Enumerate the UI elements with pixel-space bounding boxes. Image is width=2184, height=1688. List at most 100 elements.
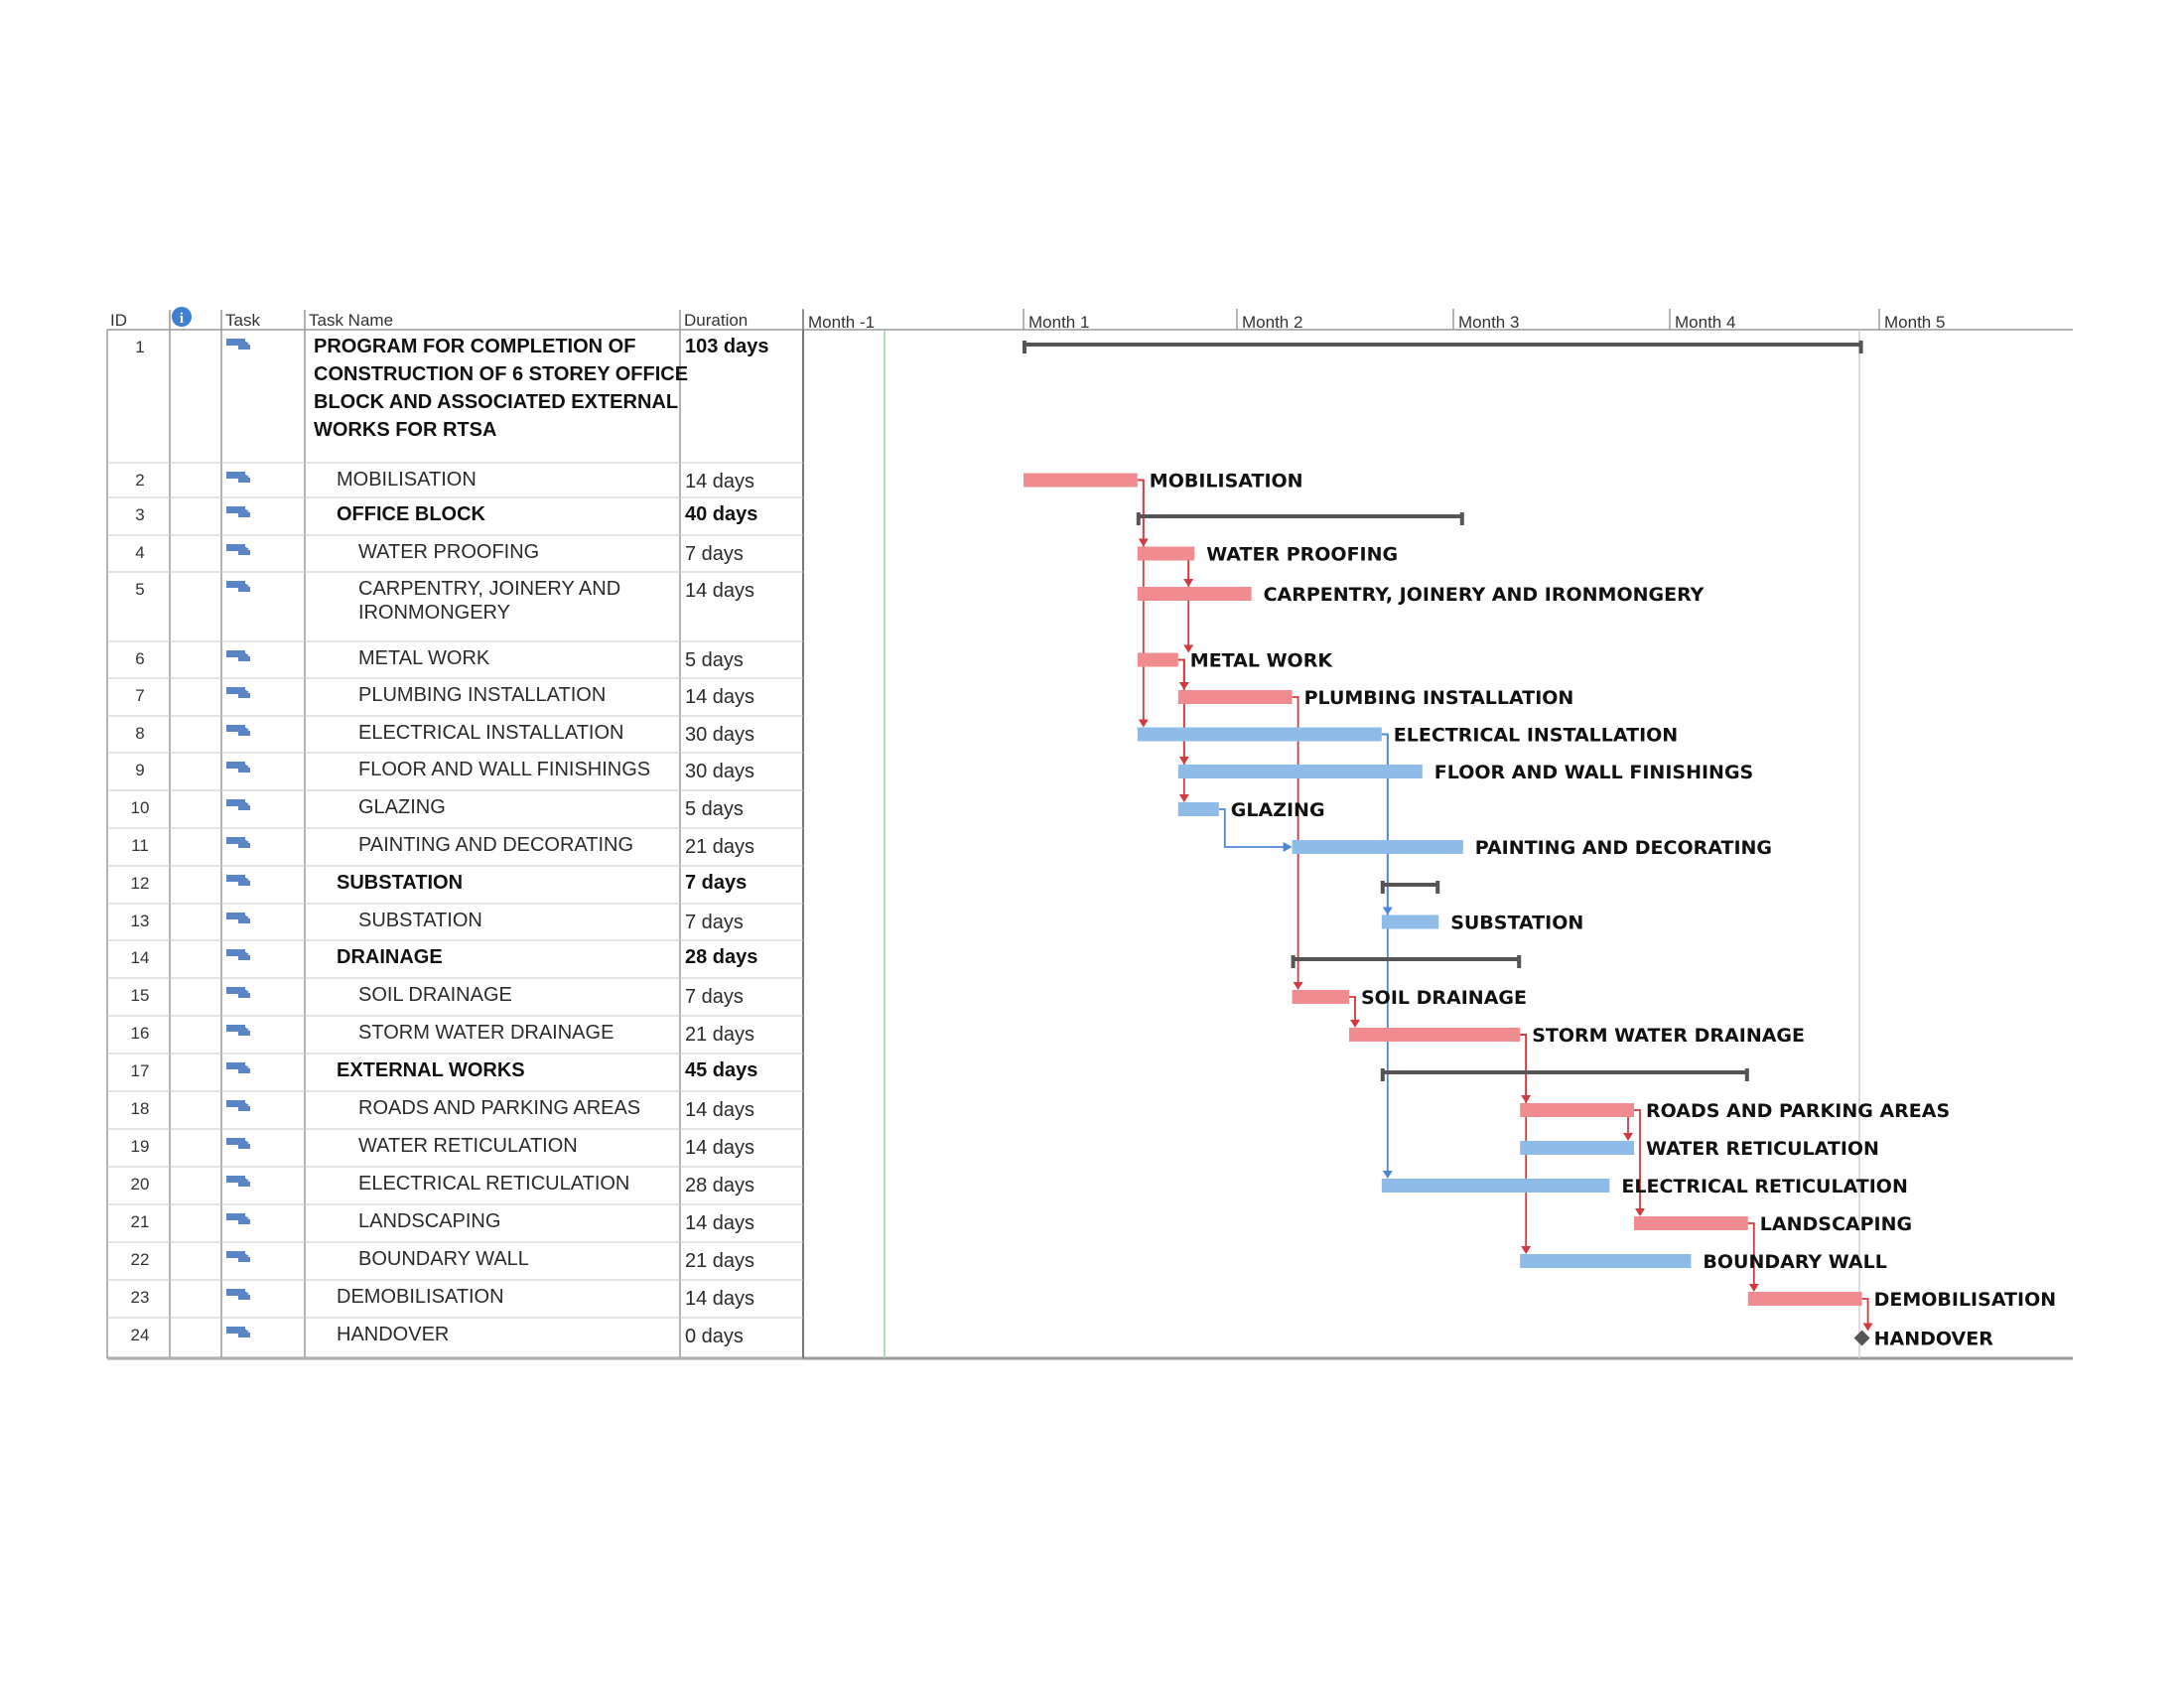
timescale-label: Month -1 <box>808 313 875 332</box>
task-bar[interactable] <box>1520 1254 1692 1268</box>
timescale-label: Month 3 <box>1458 313 1519 332</box>
bar-label: ELECTRICAL INSTALLATION <box>1394 725 1678 747</box>
task-duration: 14 days <box>685 580 754 602</box>
task-rows: 1 PROGRAM FOR COMPLETION OF CONSTRUCTION O… <box>107 336 803 1359</box>
task-duration: 14 days <box>685 1099 754 1121</box>
timescale-label: Month 1 <box>1028 313 1089 332</box>
row-id: 13 <box>131 912 150 930</box>
bar-label: PLUMBING INSTALLATION <box>1304 687 1574 709</box>
table-row[interactable]: 4 WATER PROOFING 7 days <box>107 541 803 573</box>
task-bar[interactable] <box>1137 546 1195 561</box>
milestone-diamond[interactable] <box>1853 1330 1870 1346</box>
table-row[interactable]: 3 OFFICE BLOCK 40 days <box>107 503 803 536</box>
table-row[interactable]: 9 FLOOR AND WALL FINISHINGS 30 days <box>107 759 803 791</box>
table-row[interactable]: 10 GLAZING 5 days <box>107 796 803 829</box>
task-bar[interactable] <box>1381 1179 1610 1193</box>
table-row[interactable]: 1 PROGRAM FOR COMPLETION OF CONSTRUCTION O… <box>107 336 803 464</box>
task-duration: 14 days <box>685 471 754 492</box>
task-name: DEMOBILISATION <box>337 1286 504 1308</box>
task-mode-icon <box>226 506 250 517</box>
task-mode-icon <box>226 1289 250 1300</box>
table-row[interactable]: 6 METAL WORK 5 days <box>107 647 803 679</box>
header-task-name[interactable]: Task Name <box>309 311 393 330</box>
task-name: FLOOR AND WALL FINISHINGS <box>358 759 650 780</box>
dependency-link <box>1292 696 1303 990</box>
summary-bar[interactable] <box>1023 341 1863 353</box>
task-bar[interactable] <box>1381 914 1439 929</box>
table-row[interactable]: 20 ELECTRICAL RETICULATION 28 days <box>107 1173 803 1205</box>
task-name: LANDSCAPING <box>358 1210 500 1232</box>
task-bar[interactable] <box>1137 652 1178 667</box>
task-bar[interactable] <box>1137 587 1252 601</box>
summary-bar[interactable] <box>1380 881 1440 894</box>
table-row[interactable]: 17 EXTERNAL WORKS 45 days <box>107 1059 803 1092</box>
task-name: SUBSTATION <box>358 910 482 931</box>
dependency-link <box>1349 996 1360 1028</box>
task-mode-icon <box>226 799 250 810</box>
task-bar[interactable] <box>1349 1028 1521 1042</box>
task-duration: 7 days <box>685 986 744 1008</box>
row-id: 3 <box>135 505 144 524</box>
bar-label: STORM WATER DRAINAGE <box>1532 1025 1805 1047</box>
row-id: 14 <box>131 948 150 967</box>
task-mode-icon <box>226 837 250 848</box>
table-row[interactable]: 19 WATER RETICULATION 14 days <box>107 1135 803 1168</box>
task-bar[interactable] <box>1520 1103 1634 1117</box>
task-mode-icon <box>226 1176 250 1187</box>
summary-bar[interactable] <box>1136 512 1464 525</box>
task-mode-icon <box>226 949 250 960</box>
task-bar[interactable] <box>1292 840 1463 854</box>
table-row[interactable]: 22 BOUNDARY WALL 21 days <box>107 1248 803 1281</box>
table-row[interactable]: 8 ELECTRICAL INSTALLATION 30 days <box>107 722 803 754</box>
table-row[interactable]: 12 SUBSTATION 7 days <box>107 872 803 905</box>
task-mode-icon <box>226 544 250 555</box>
row-id: 23 <box>131 1288 150 1307</box>
summary-bar[interactable] <box>1380 1068 1749 1081</box>
table-row[interactable]: 21 LANDSCAPING 14 days <box>107 1210 803 1243</box>
table-row[interactable]: 11 PAINTING AND DECORATING 21 days <box>107 834 803 867</box>
header-task-mode[interactable]: Task <box>225 311 260 330</box>
table-row[interactable]: 13 SUBSTATION 7 days <box>107 910 803 941</box>
task-name: EXTERNAL WORKS <box>337 1059 525 1081</box>
table-row[interactable]: 14 DRAINAGE 28 days <box>107 946 803 979</box>
task-mode-icon <box>226 472 250 483</box>
table-row[interactable]: 2 MOBILISATION 14 days <box>107 469 803 498</box>
table-row[interactable]: 18 ROADS AND PARKING AREAS 14 days <box>107 1097 803 1130</box>
row-id: 1 <box>135 338 144 356</box>
table-row[interactable]: 15 SOIL DRAINAGE 7 days <box>107 984 803 1017</box>
table-row[interactable]: 24 HANDOVER 0 days <box>107 1324 803 1359</box>
task-bar[interactable] <box>1634 1216 1748 1230</box>
task-mode-icon <box>226 725 250 736</box>
dependency-link <box>1137 479 1149 728</box>
bar-label: FLOOR AND WALL FINISHINGS <box>1434 762 1753 783</box>
bar-label: WATER PROOFING <box>1206 544 1398 566</box>
table-row[interactable]: 23 DEMOBILISATION 14 days <box>107 1286 803 1319</box>
task-bar[interactable] <box>1747 1292 1862 1306</box>
bar-label: WATER RETICULATION <box>1646 1138 1879 1160</box>
task-bar[interactable] <box>1177 765 1423 778</box>
header-duration[interactable]: Duration <box>684 311 748 330</box>
chart-area: MOBILISATION WATER PROOFING CARPENTRY, JOI… <box>1023 341 2056 1350</box>
summary-bar[interactable] <box>1291 955 1522 968</box>
task-bar[interactable] <box>1024 473 1138 488</box>
task-name: SUBSTATION <box>337 872 463 894</box>
task-bar[interactable] <box>1137 727 1382 742</box>
row-id: 15 <box>131 986 150 1005</box>
task-bar[interactable] <box>1520 1141 1634 1155</box>
row-id: 19 <box>131 1137 150 1156</box>
task-bar[interactable] <box>1292 990 1349 1004</box>
dependency-link <box>1183 552 1195 653</box>
dependency-link <box>1861 1298 1873 1332</box>
task-bar[interactable] <box>1177 802 1219 816</box>
table-row[interactable]: 7 PLUMBING INSTALLATION 14 days <box>107 684 803 717</box>
header-id[interactable]: ID <box>110 311 127 330</box>
table-row[interactable]: 16 STORM WATER DRAINAGE 21 days <box>107 1022 803 1055</box>
task-name-line: WORKS FOR RTSA <box>314 419 496 441</box>
task-duration: 30 days <box>685 761 754 782</box>
task-name: WATER RETICULATION <box>358 1135 578 1157</box>
task-bar[interactable] <box>1177 690 1293 704</box>
info-icon-glyph: i <box>180 311 184 327</box>
dependency-link <box>1218 808 1293 852</box>
task-mode-icon <box>226 1327 250 1337</box>
